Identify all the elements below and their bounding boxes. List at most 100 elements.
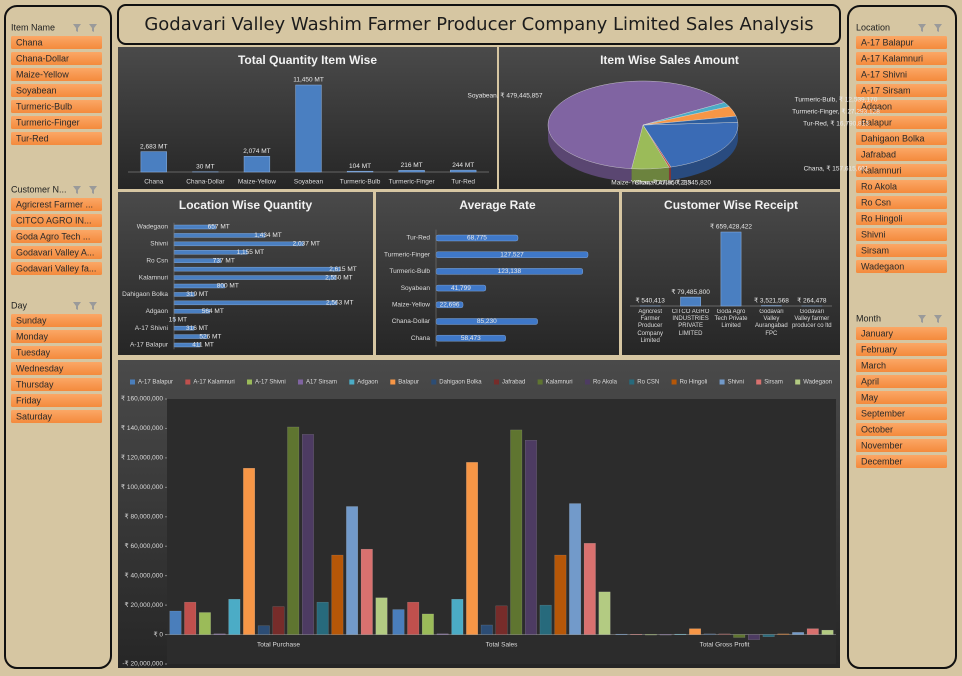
- legend-swatch: [795, 379, 801, 385]
- slicer-item[interactable]: Chana: [16, 37, 43, 47]
- value-label: 411 MT: [192, 342, 214, 349]
- slicer-item[interactable]: Tur-Red: [16, 133, 49, 143]
- slicer-item[interactable]: Friday: [16, 395, 42, 405]
- slicer-item[interactable]: Wednesday: [16, 363, 64, 373]
- slicer-item[interactable]: November: [861, 440, 903, 450]
- slicer-button[interactable]: [856, 148, 947, 161]
- slicer-item[interactable]: January: [861, 328, 894, 338]
- slicer-button[interactable]: [856, 196, 947, 209]
- slicer-item[interactable]: Ro Hingoli: [861, 213, 903, 223]
- slicer-item[interactable]: Ro Akola: [861, 181, 897, 191]
- slicer-item[interactable]: Goda Agro Tech ...: [16, 231, 90, 241]
- slicer-button[interactable]: [856, 228, 947, 241]
- slicer-item[interactable]: Soyabean: [16, 85, 57, 95]
- bar: [777, 633, 790, 635]
- slicer-item[interactable]: December: [861, 456, 903, 466]
- slicer-item[interactable]: A-17 Balapur: [861, 37, 914, 47]
- slicer-button[interactable]: [856, 100, 947, 113]
- slicer-button[interactable]: [11, 230, 102, 243]
- slicer-button[interactable]: [11, 100, 102, 113]
- slicer-item[interactable]: May: [861, 392, 879, 402]
- data-label: Tur-Red, ₹ 16,790,813: [803, 120, 869, 128]
- slicer-item[interactable]: Maize-Yellow: [16, 69, 69, 79]
- slicer-button[interactable]: [856, 455, 947, 468]
- bar: [198, 612, 211, 635]
- slicer-item[interactable]: September: [861, 408, 905, 418]
- bar: [436, 633, 449, 635]
- slicer-button[interactable]: [11, 84, 102, 97]
- slicer-button[interactable]: [11, 262, 102, 275]
- slicer-button[interactable]: [11, 116, 102, 129]
- slicer-item[interactable]: A-17 Sirsam: [861, 85, 911, 95]
- slicer-item[interactable]: Turmeric-Finger: [16, 117, 80, 127]
- slicer-button[interactable]: [11, 68, 102, 81]
- slicer-item[interactable]: Kalamnuri: [861, 165, 902, 175]
- slicer-button[interactable]: [856, 343, 947, 356]
- y-tick-label: Chana: [411, 335, 431, 342]
- bar: [466, 462, 479, 635]
- slicer-item[interactable]: Godavari Valley fa...: [16, 263, 96, 273]
- slicer-item[interactable]: Tuesday: [16, 347, 51, 357]
- slicer-button[interactable]: [856, 52, 947, 65]
- slicer-button[interactable]: [856, 68, 947, 81]
- bar: [659, 634, 672, 636]
- slicer-button[interactable]: [856, 391, 947, 404]
- slicer-item[interactable]: A-17 Kalamnuri: [861, 53, 923, 63]
- slicer-button[interactable]: [856, 212, 947, 225]
- slicer-item[interactable]: Wadegaon: [861, 261, 904, 271]
- slicer-button[interactable]: [856, 180, 947, 193]
- slicer-item[interactable]: Shivni: [861, 229, 886, 239]
- slicer-button[interactable]: [11, 214, 102, 227]
- slicer-button[interactable]: [856, 116, 947, 129]
- slicer-button[interactable]: [856, 84, 947, 97]
- slicer-item[interactable]: Saturday: [16, 411, 53, 421]
- slicer-item[interactable]: Godavari Valley A...: [16, 247, 94, 257]
- slicer-button[interactable]: [856, 407, 947, 420]
- slicer-button[interactable]: [11, 330, 102, 343]
- slicer-button[interactable]: [11, 246, 102, 259]
- slicer-button[interactable]: [11, 394, 102, 407]
- slicer-item[interactable]: Sirsam: [861, 245, 889, 255]
- slicer-button[interactable]: [856, 164, 947, 177]
- slicer-button[interactable]: [11, 362, 102, 375]
- slicer-button[interactable]: [11, 410, 102, 423]
- slicer-item[interactable]: Monday: [16, 331, 49, 341]
- x-tick-label: Tur-Red: [451, 179, 475, 186]
- slicer-item[interactable]: Chana-Dollar: [16, 53, 69, 63]
- slicer-button[interactable]: [11, 378, 102, 391]
- slicer-button[interactable]: [856, 375, 947, 388]
- bar: [272, 606, 285, 635]
- slicer-button[interactable]: [856, 423, 947, 436]
- slicer-item[interactable]: April: [861, 376, 879, 386]
- slicer-button[interactable]: [856, 36, 947, 49]
- slicer-title: Item Name: [11, 22, 55, 32]
- slicer-item[interactable]: Thursday: [16, 379, 54, 389]
- slicer-button[interactable]: [856, 359, 947, 372]
- slicer-button[interactable]: [11, 36, 102, 49]
- slicer-button[interactable]: [11, 198, 102, 211]
- slicer-button[interactable]: [11, 132, 102, 145]
- slicer-item[interactable]: Dahigaon Bolka: [861, 133, 925, 143]
- slicer-button[interactable]: [856, 327, 947, 340]
- value-label: 68,775: [467, 235, 487, 242]
- slicer-item[interactable]: Sunday: [16, 315, 47, 325]
- slicer-button[interactable]: [856, 439, 947, 452]
- slicer-button[interactable]: [11, 346, 102, 359]
- slicer-item[interactable]: February: [861, 344, 898, 354]
- slicer-button[interactable]: [11, 52, 102, 65]
- data-label: Soyabean, ₹ 479,445,857: [468, 91, 543, 99]
- slicer-item[interactable]: A-17 Shivni: [861, 69, 907, 79]
- slicer-item[interactable]: Turmeric-Bulb: [16, 101, 72, 111]
- slicer-button[interactable]: [856, 260, 947, 273]
- slicer-item[interactable]: Ro Csn: [861, 197, 891, 207]
- slicer-button[interactable]: [11, 314, 102, 327]
- slicer-item[interactable]: CITCO AGRO IN...: [16, 215, 92, 225]
- slicer-button[interactable]: [856, 132, 947, 145]
- slicer-item[interactable]: Adgaon: [861, 101, 892, 111]
- slicer-item[interactable]: March: [861, 360, 886, 370]
- slicer-item[interactable]: Jafrabad: [861, 149, 896, 159]
- slicer-item[interactable]: October: [861, 424, 893, 434]
- slicer-button[interactable]: [856, 244, 947, 257]
- slicer-item[interactable]: Balapur: [861, 117, 892, 127]
- slicer-item[interactable]: Agricrest Farmer ...: [16, 199, 93, 209]
